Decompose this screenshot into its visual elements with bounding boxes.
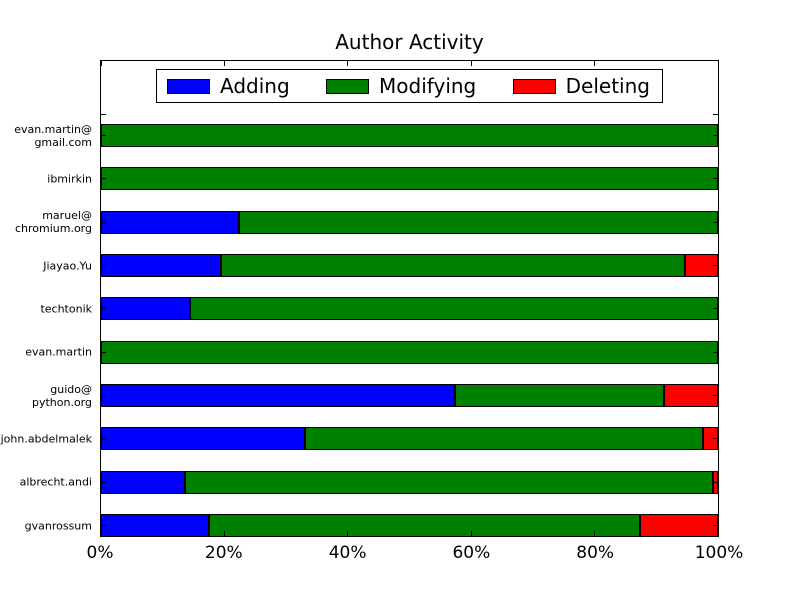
axis-tick-mark <box>594 61 596 66</box>
bar-segment-modifying <box>208 514 640 538</box>
bar-segment-modifying <box>101 124 718 147</box>
axis-tick-mark <box>713 308 718 310</box>
y-axis-label: john.abdelmalek <box>0 432 92 446</box>
y-axis-label: evan.martin <box>25 345 92 359</box>
legend: Adding Modifying Deleting <box>156 69 663 103</box>
y-axis-label: albrecht.andi <box>19 475 92 489</box>
x-axis-tick-label: 20% <box>204 543 243 563</box>
legend-item-deleting: Deleting <box>512 74 650 98</box>
legend-item-modifying: Modifying <box>326 74 476 98</box>
axis-tick-mark <box>101 221 106 223</box>
bar-segment-modifying <box>101 340 718 364</box>
axis-tick-mark <box>101 135 106 136</box>
legend-swatch-adding-icon <box>167 78 210 94</box>
y-axis-label: evan.martin@ gmail.com <box>14 122 92 149</box>
bar-row <box>101 210 718 234</box>
bar-row <box>101 514 718 538</box>
axis-tick-mark <box>713 438 718 440</box>
bar-segment-modifying <box>184 470 714 494</box>
bar-segment-adding <box>101 254 221 278</box>
axis-tick-mark <box>713 525 718 527</box>
axis-tick-mark <box>347 61 349 66</box>
bar-segment-adding <box>101 384 456 408</box>
axis-tick-mark <box>101 265 106 267</box>
bar-segment-adding <box>101 470 185 494</box>
bar-segment-deleting <box>663 384 718 408</box>
y-axis-labels: evan.martin@ gmail.com ibmirkin maruel@ ch… <box>0 60 92 537</box>
bar-segment-modifying <box>190 297 718 321</box>
y-axis-label: gvanrossum <box>24 519 92 533</box>
axis-tick-mark <box>713 135 718 136</box>
x-axis-tick-label: 40% <box>328 543 367 563</box>
legend-swatch-modifying-icon <box>326 78 370 94</box>
bar-row <box>101 470 718 494</box>
legend-item-adding: Adding <box>167 74 290 98</box>
y-axis-label: ibmirkin <box>47 172 92 186</box>
legend-label-modifying: Modifying <box>379 74 477 98</box>
axis-tick-mark <box>101 481 106 483</box>
y-axis-label: maruel@ chromium.org <box>14 209 92 236</box>
bar-segment-deleting <box>639 514 718 538</box>
plot-area: Adding Modifying Deleting <box>100 60 719 538</box>
y-axis-label: guido@ python.org <box>31 382 92 409</box>
bar-segment-modifying <box>101 167 718 191</box>
legend-label-adding: Adding <box>220 74 290 98</box>
axis-tick-mark <box>594 531 596 536</box>
legend-swatch-deleting-icon <box>512 78 556 94</box>
x-axis-tick-label: 60% <box>452 543 491 563</box>
axis-tick-mark <box>713 265 718 267</box>
axis-tick-mark <box>101 113 106 115</box>
y-axis-label: Jiayao.Yu <box>43 259 92 273</box>
bar-segment-adding <box>101 514 209 538</box>
bar-row <box>101 124 718 147</box>
bar-segment-modifying <box>305 427 703 451</box>
axis-tick-mark <box>100 531 102 536</box>
axis-tick-mark <box>101 395 106 397</box>
legend-label-deleting: Deleting <box>565 74 650 98</box>
bar-segment-modifying <box>238 210 718 234</box>
axis-tick-mark <box>223 531 225 536</box>
axis-tick-mark <box>713 113 718 115</box>
axis-tick-mark <box>713 351 718 353</box>
bar-row <box>101 340 718 364</box>
axis-tick-mark <box>717 61 719 66</box>
x-axis-tick-label: 100% <box>694 543 744 563</box>
axis-tick-mark <box>101 351 106 353</box>
x-axis-tick-label: 0% <box>86 543 114 563</box>
axis-tick-mark <box>713 481 718 483</box>
x-axis-labels: 0% 20% 40% 60% 80% 100% <box>87 538 744 568</box>
axis-tick-mark <box>717 531 719 536</box>
chart-title: Author Activity <box>335 30 484 54</box>
x-axis-tick-label: 80% <box>576 543 615 563</box>
bar-row <box>101 427 718 451</box>
bar-row <box>101 297 718 321</box>
axis-tick-mark <box>101 438 106 440</box>
axis-tick-mark <box>100 61 102 66</box>
axis-tick-mark <box>101 308 106 310</box>
axis-tick-mark <box>713 221 718 223</box>
axis-tick-mark <box>101 178 106 180</box>
bar-segment-adding <box>101 427 306 451</box>
axis-tick-mark <box>470 61 472 66</box>
axis-tick-mark <box>101 525 106 527</box>
axis-tick-mark <box>713 395 718 397</box>
axis-tick-mark <box>347 531 349 536</box>
axis-tick-mark <box>223 61 225 66</box>
bar-segment-modifying <box>455 384 664 408</box>
bar-segment-adding <box>101 297 191 321</box>
axis-tick-mark <box>713 178 718 180</box>
axis-tick-mark <box>470 531 472 536</box>
bar-row <box>101 167 718 191</box>
bar-segment-modifying <box>220 254 686 278</box>
bar-segment-adding <box>101 210 239 234</box>
bar-row <box>101 254 718 278</box>
bar-row <box>101 384 718 408</box>
y-axis-label: techtonik <box>40 302 92 316</box>
